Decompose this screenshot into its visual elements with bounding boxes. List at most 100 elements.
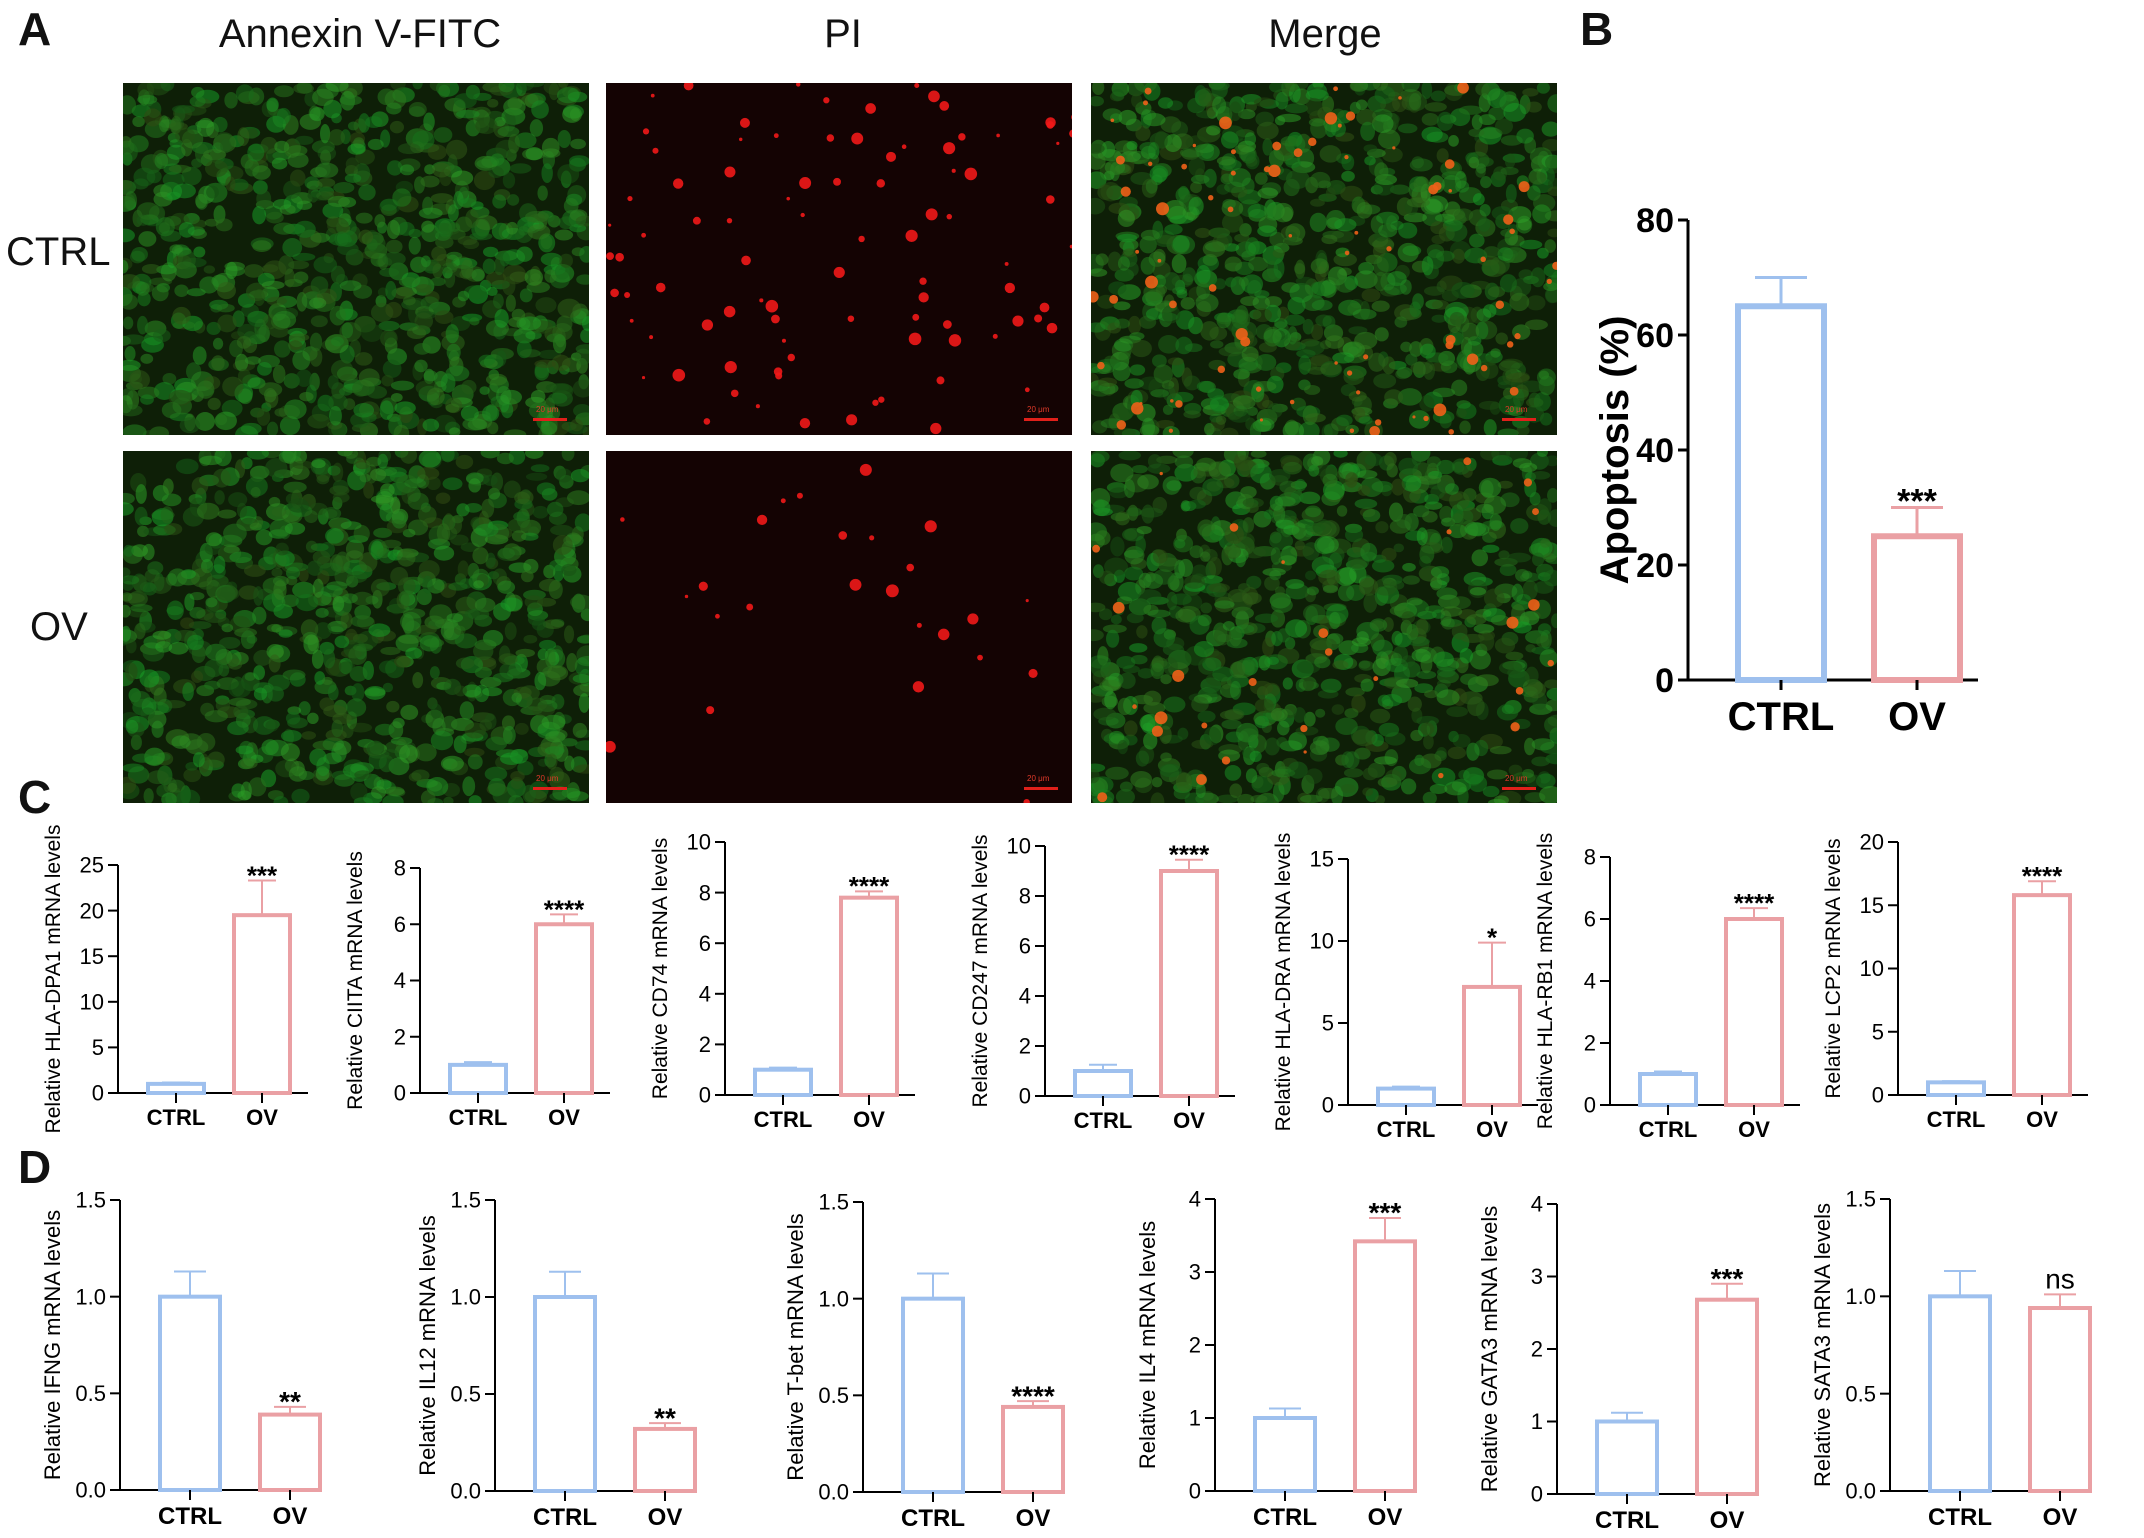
cell	[420, 790, 436, 803]
x-tick-label: OV	[1173, 1108, 1205, 1133]
cell	[459, 701, 475, 720]
pi-stained-cell	[924, 520, 937, 533]
cell	[1175, 336, 1193, 355]
cell	[438, 84, 451, 98]
cell	[312, 88, 334, 107]
pi-stained-cell	[1135, 249, 1140, 254]
cell	[1153, 364, 1173, 384]
cell	[1335, 717, 1358, 736]
cell	[199, 276, 219, 294]
cell	[1490, 614, 1510, 626]
cell	[502, 276, 516, 296]
pi-stained-cell	[730, 389, 739, 398]
cell	[260, 136, 278, 154]
row-header-ov: OV	[30, 605, 88, 649]
cell	[570, 594, 589, 610]
cell	[546, 753, 558, 770]
cell	[1208, 556, 1222, 577]
y-axis-label: Relative IL4 mRNA levels	[1135, 1221, 1160, 1469]
cell	[347, 121, 359, 131]
cell	[1444, 781, 1467, 796]
cell	[1118, 672, 1136, 689]
cell	[1117, 233, 1138, 243]
pi-stained-cell	[1354, 230, 1359, 235]
cell	[482, 258, 496, 275]
pi-stained-cell	[1480, 256, 1486, 262]
panel-label-c: C	[18, 771, 52, 823]
cell	[1374, 795, 1386, 803]
cell	[1320, 362, 1342, 376]
cell	[245, 282, 268, 302]
pi-stained-cell	[1514, 333, 1521, 340]
pi-stained-cell	[1069, 244, 1072, 249]
cell	[1237, 109, 1256, 120]
cell	[1360, 121, 1376, 142]
y-tick-label: 1.0	[75, 1284, 106, 1309]
cell	[1195, 293, 1219, 313]
cell	[541, 137, 560, 158]
y-tick-label: 0	[1655, 662, 1674, 700]
x-tick-label: CTRL	[1595, 1507, 1659, 1534]
cell	[1348, 390, 1367, 402]
pi-stained-cell	[1344, 155, 1349, 160]
cell	[1416, 527, 1428, 546]
cell	[248, 777, 267, 797]
cell	[261, 739, 279, 756]
cell	[234, 353, 249, 372]
cell	[496, 452, 514, 465]
cell	[1362, 767, 1378, 781]
cell	[1099, 570, 1115, 585]
pi-stained-cell	[1448, 429, 1454, 435]
cell	[500, 389, 523, 405]
cell	[1311, 456, 1324, 466]
cell	[312, 740, 337, 751]
cell	[516, 246, 533, 262]
pi-stained-cell	[652, 147, 659, 154]
pi-stained-cell	[1196, 774, 1207, 785]
cell	[274, 140, 290, 153]
cell	[140, 707, 155, 720]
cell	[1171, 593, 1192, 605]
bar-ctrl	[1638, 1072, 1698, 1107]
pi-stained-cell	[684, 594, 689, 599]
cell	[176, 789, 201, 803]
pi-stained-cell	[1248, 677, 1257, 687]
cell	[1430, 566, 1450, 579]
cell	[334, 231, 349, 247]
cell	[1197, 710, 1216, 723]
cell	[1381, 693, 1403, 707]
cell	[1188, 499, 1206, 509]
cell	[1163, 696, 1186, 713]
cell	[187, 634, 204, 651]
cell	[1250, 794, 1268, 803]
cell	[541, 714, 566, 730]
y-tick-label: 5	[1322, 1011, 1334, 1036]
cell	[1204, 424, 1216, 434]
cell	[1472, 193, 1485, 206]
cell	[127, 590, 148, 607]
pi-stained-cell	[755, 404, 760, 409]
cell	[536, 482, 556, 496]
cell	[275, 542, 289, 556]
cell	[496, 350, 507, 367]
cell	[1406, 623, 1419, 641]
cell	[1305, 413, 1326, 423]
cell	[309, 332, 323, 352]
cell	[1544, 239, 1556, 253]
cell	[1198, 87, 1213, 108]
y-tick-label: 0	[1019, 1084, 1031, 1109]
cell	[167, 568, 188, 587]
cell	[1167, 357, 1184, 366]
cell	[311, 459, 326, 469]
cell	[1129, 643, 1148, 653]
significance-label: ****	[1734, 888, 1775, 918]
cell	[1322, 315, 1336, 329]
bar-ov	[1695, 1297, 1759, 1496]
cell	[1224, 256, 1243, 272]
cell	[265, 458, 288, 478]
cell	[1091, 385, 1111, 397]
cell	[518, 316, 542, 331]
cell	[1114, 318, 1131, 329]
pi-stained-cell	[1344, 250, 1350, 256]
cell	[581, 316, 589, 332]
